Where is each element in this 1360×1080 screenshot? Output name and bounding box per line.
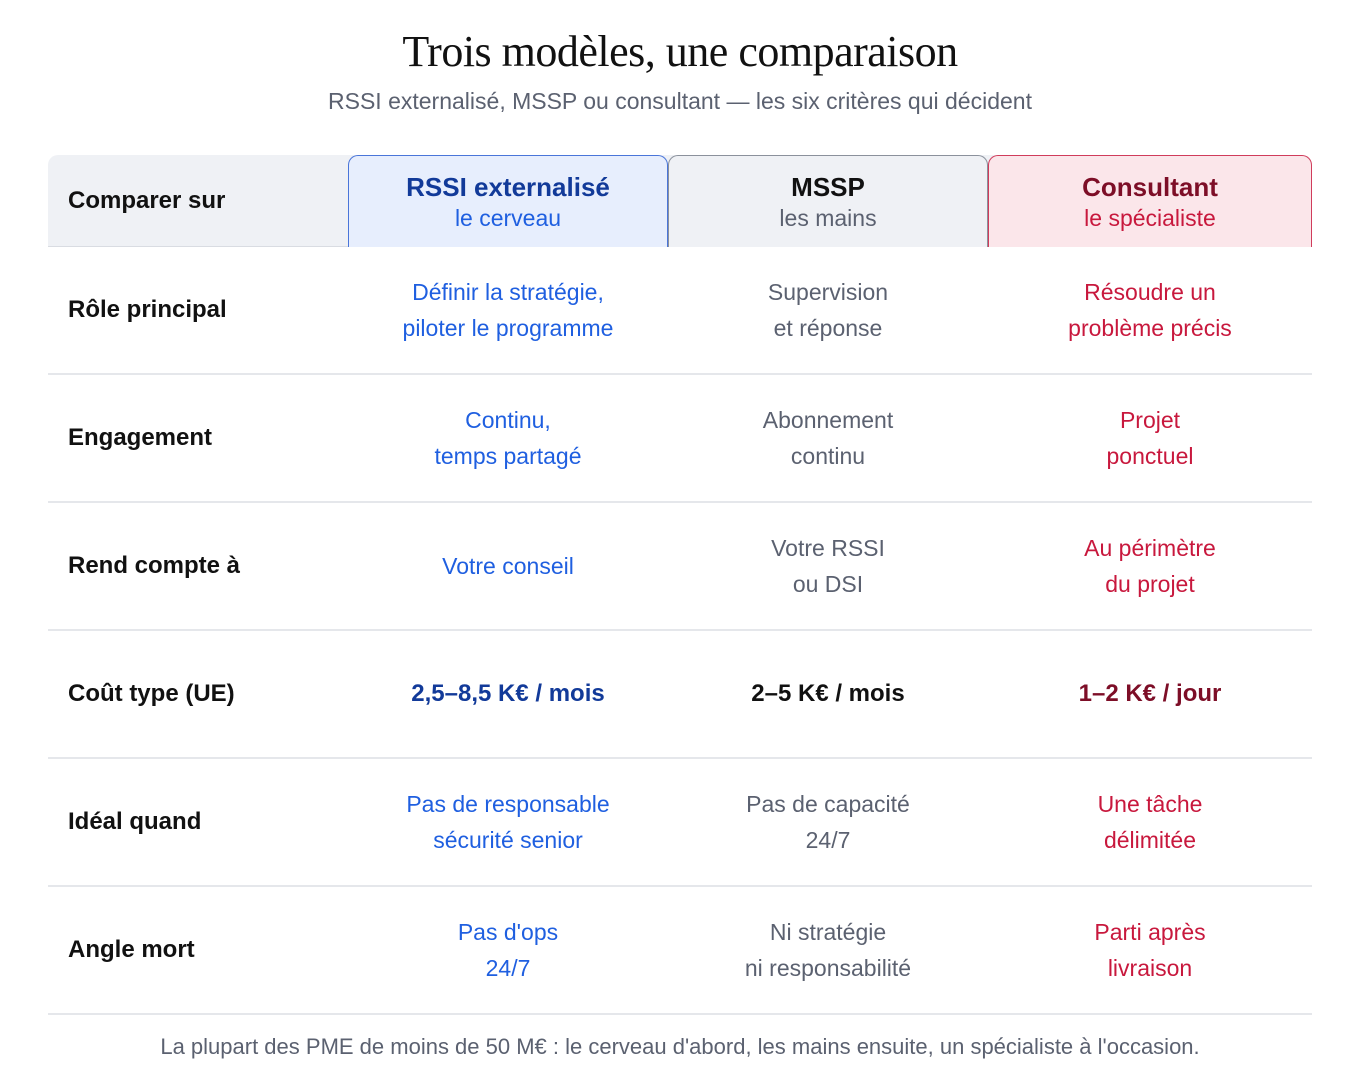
cell-line: 2,5–8,5 K€ / mois [411,680,605,707]
cell-line: 1–2 K€ / jour [1078,680,1222,707]
cell-mssp: Pas de capacité 24/7 [668,759,988,885]
cell-consultant: Projet ponctuel [988,375,1312,501]
cell-line: Définir la stratégie, [412,279,604,305]
cell-consultant: Une tâche délimitée [988,759,1312,885]
page-title: Trois modèles, une comparaison [402,27,958,76]
cell-mssp: Supervision et réponse [668,247,988,373]
table-row: Rôle principal Définir la stratégie, pilo… [48,247,1312,375]
cell-line: livraison [1107,955,1193,981]
table-row: Engagement Continu, temps partagé Abonnem… [48,375,1312,503]
cell-line: Au périmètre [1084,535,1216,561]
cell-line: 2–5 K€ / mois [751,680,905,707]
table-row: Coût type (UE) 2,5–8,5 K€ / mois 2–5 K€ … [48,631,1312,759]
cell-line: 24/7 [805,827,851,853]
row-label: Rôle principal [68,296,227,323]
cell-rssi: Continu, temps partagé [348,375,668,501]
column-header-consultant: Consultant le spécialiste [988,155,1312,247]
cell-rssi: Pas d'ops 24/7 [348,887,668,1013]
cell-line: Pas d'ops [457,919,559,945]
row-label: Engagement [68,424,213,451]
cell-line: Résoudre un [1084,279,1216,305]
table-row: Rend compte à Votre conseil Votre RSSI ou… [48,503,1312,631]
table-header: Comparer sur RSSI externalisé le cerveau… [48,155,1312,247]
cell-consultant: Parti après livraison [988,887,1312,1013]
cell-mssp: Votre RSSI ou DSI [668,503,988,629]
cell-line: Votre conseil [442,553,574,579]
cell-line: sécurité senior [433,827,583,853]
column-tagline: le cerveau [454,204,562,231]
cell-line: Parti après [1094,919,1206,945]
page-subtitle: RSSI externalisé, MSSP ou consultant — l… [328,88,1032,114]
cell-rssi: Définir la stratégie, piloter le programm… [348,247,668,373]
column-header-rssi: RSSI externalisé le cerveau [348,155,668,247]
cell-line: problème précis [1068,315,1232,341]
column-name: Consultant [1082,171,1218,202]
cell-line: 24/7 [485,955,531,981]
cell-line: délimitée [1103,827,1197,853]
cell-consultant: 1–2 K€ / jour [988,631,1312,757]
footer-note: La plupart des PME de moins de 50 M€ : l… [160,1034,1200,1059]
cell-line: Ni stratégie [769,919,887,945]
column-header-mssp: MSSP les mains [668,155,988,247]
cell-line: Votre RSSI [771,535,885,561]
cell-mssp: 2–5 K€ / mois [668,631,988,757]
cell-line: ponctuel [1106,443,1194,469]
cell-line: temps partagé [434,443,582,469]
cell-consultant: Au périmètre du projet [988,503,1312,629]
cell-line: Une tâche [1097,791,1203,817]
cell-line: ni responsabilité [744,955,912,981]
row-label: Coût type (UE) [68,680,235,707]
cell-line: Supervision [767,279,889,305]
cell-line: continu [790,443,866,469]
cell-rssi: 2,5–8,5 K€ / mois [348,631,668,757]
cell-line: Continu, [465,407,551,433]
column-tagline: les mains [779,204,877,231]
cell-line: Projet [1119,407,1181,433]
cell-line: et réponse [773,315,883,341]
cell-line: ou DSI [792,571,864,597]
column-name: RSSI externalisé [406,171,610,202]
cell-line: du projet [1105,571,1195,597]
comparison-table: Comparer sur RSSI externalisé le cerveau… [48,155,1312,1015]
cell-mssp: Abonnement continu [668,375,988,501]
cell-line: Abonnement [762,407,894,433]
column-tagline: le spécialiste [1084,204,1216,231]
row-label: Rend compte à [68,552,241,579]
cell-line: Pas de capacité [746,791,910,817]
cell-line: Pas de responsable [406,791,610,817]
row-label: Angle mort [68,936,195,963]
cell-consultant: Résoudre un problème précis [988,247,1312,373]
cell-rssi: Pas de responsable sécurité senior [348,759,668,885]
cell-rssi: Votre conseil [348,503,668,629]
header-label: Comparer sur [68,187,226,214]
table-row: Angle mort Pas d'ops 24/7 Ni stratégie ni … [48,887,1312,1015]
row-label: Idéal quand [68,808,202,835]
table-row: Idéal quand Pas de responsable sécurité s… [48,759,1312,887]
column-name: MSSP [791,171,865,202]
cell-line: piloter le programme [402,315,614,341]
cell-mssp: Ni stratégie ni responsabilité [668,887,988,1013]
